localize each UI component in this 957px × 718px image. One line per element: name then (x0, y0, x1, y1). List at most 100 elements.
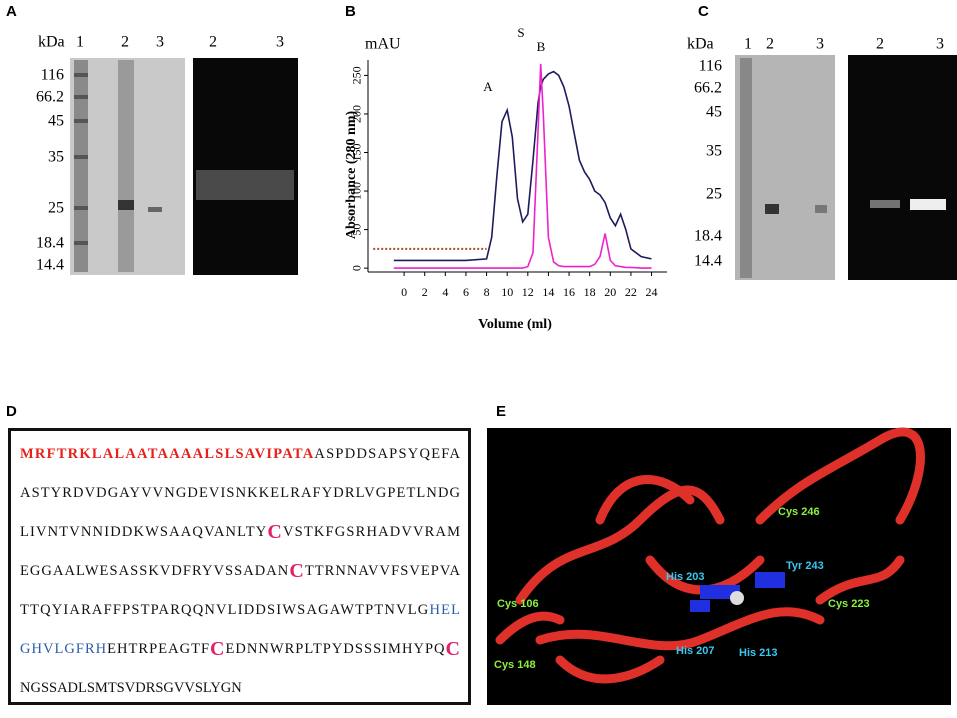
lane-label: 2 (766, 36, 774, 53)
x-tick-label: 0 (401, 285, 407, 299)
sequence-segment: ASPDDSAPSYQEFA (314, 446, 460, 462)
lane-label: 3 (936, 36, 944, 53)
sequence-segment: ASTYRDVDGAYVVNGDEVISNKKELRAFYDRLVGPETLND… (20, 485, 461, 501)
marker-label: 14.4 (36, 257, 64, 274)
marker-label: 18.4 (694, 228, 722, 245)
sequence-line: NGSSADLSMTSVDRSGVVSLYGN (20, 680, 242, 696)
gel-band (910, 199, 946, 210)
peak-label: A (483, 79, 493, 94)
residue-label: Cys 148 (494, 659, 536, 671)
marker-label: 18.4 (36, 235, 64, 252)
panel-letter: B (345, 3, 356, 20)
y-tick-label: 0 (350, 265, 364, 271)
x-tick-label: 2 (422, 285, 428, 299)
sequence-line: MRFTRKLALAATAAAALSLSAVIPATAASPDDSAPSYQEF… (20, 446, 461, 462)
y-tick-label: 150 (350, 144, 364, 162)
y-tick-label: 250 (350, 66, 364, 84)
marker-label: 66.2 (694, 80, 722, 97)
sequence-segment: C (210, 638, 224, 660)
sequence-segment: EDNNWRPLTPYDSSSIMHYPQ (226, 641, 446, 657)
sequence-segment: EGGAALWESASSKVDFRYVSSADAN (20, 563, 289, 579)
x-tick-label: 20 (604, 285, 616, 299)
x-tick-label: 24 (646, 285, 658, 299)
unit-label: kDa (687, 36, 714, 53)
sequence-segment: GHVLGFRH (20, 641, 107, 657)
sequence-segment: LIVNTVNNIDDKWSAAQVANLTY (20, 524, 267, 540)
gel (193, 58, 298, 275)
residue-label: Cys 106 (497, 598, 539, 610)
unit-label: kDa (38, 34, 65, 51)
x-tick-label: 12 (522, 285, 534, 299)
protein-ribbon (495, 427, 925, 684)
residue-label: Cys 246 (778, 506, 820, 518)
sequence-line: LIVNTVNNIDDKWSAAQVANLTYCVSTKFGSRHADVVRAM (20, 521, 460, 543)
y-tick-label: 100 (350, 182, 364, 200)
y-tick-label: 200 (350, 105, 364, 123)
residue-label: His 207 (676, 645, 715, 657)
residue-label: Tyr 243 (786, 560, 824, 572)
sequence-segment: MRFTRKLALAATAAAALSLSAVIPATA (20, 446, 314, 462)
marker-label: 35 (48, 149, 64, 166)
residue-label: Cys 223 (828, 598, 870, 610)
x-tick-label: 18 (584, 285, 596, 299)
sequence-segment: EHTRPEAGTF (107, 641, 209, 657)
unit-label: mAU (365, 36, 401, 53)
sequence-segment: HEL (429, 602, 460, 618)
sequence-segment: TTRNNAVVFSVEPVA (305, 563, 461, 579)
lane-label: 1 (744, 36, 752, 53)
y-tick-label: 50 (350, 224, 364, 236)
peak-label: S (517, 25, 524, 40)
x-tick-label: 14 (542, 285, 554, 299)
marker-label: 45 (48, 113, 64, 130)
sequence-segment: C (289, 560, 303, 582)
gel-bands (74, 60, 162, 272)
sequence-segment: VSTKFGSRHADVVRAM (283, 524, 460, 540)
x-tick-label: 16 (563, 285, 575, 299)
gel-band (870, 200, 900, 208)
marker-label: 66.2 (36, 89, 64, 106)
lane-label: 2 (876, 36, 884, 53)
x-tick-label: 8 (484, 285, 490, 299)
sequence-segment: C (267, 521, 281, 543)
panel-letter: E (496, 403, 506, 420)
marker-label: 25 (706, 186, 722, 203)
peak-label: B (537, 39, 546, 54)
x-axis-title: Volume (ml) (478, 317, 552, 332)
sequence-box (8, 428, 471, 705)
sequence-line: EGGAALWESASSKVDFRYVSSADANCTTRNNAVVFSVEPV… (20, 560, 461, 582)
marker-label: 116 (41, 67, 64, 84)
marker-label: 25 (48, 200, 64, 217)
marker-label: 35 (706, 143, 722, 160)
gel-band (196, 170, 294, 200)
residue-label: His 203 (666, 571, 705, 583)
marker-label: 116 (699, 58, 722, 75)
series-line (393, 70, 652, 262)
sequence-line: TTQYIARAFFPSTPARQQNVLIDDSIWSAGAWTPTNVLGH… (20, 602, 460, 618)
metal-ion (730, 591, 744, 605)
sequence-line: ASTYRDVDGAYVVNGDEVISNKKELRAFYDRLVGPETLND… (20, 485, 461, 501)
gel-bands (740, 58, 827, 278)
lane-label: 3 (156, 34, 164, 51)
x-tick-label: 4 (442, 285, 448, 299)
series-line (393, 63, 652, 269)
active-site (690, 572, 785, 612)
sequence-segment: C (446, 638, 460, 660)
sequence-segment: NGSSADLSMTSVDRSGVVSLYGN (20, 680, 242, 696)
x-tick-label: 6 (463, 285, 469, 299)
lane-label: 2 (121, 34, 129, 51)
gel (848, 55, 957, 280)
lane-label: 1 (76, 34, 84, 51)
x-tick-label: 10 (501, 285, 513, 299)
lane-label: 3 (816, 36, 824, 53)
lane-label: 3 (276, 34, 284, 51)
panel-letter: D (6, 403, 17, 420)
residue-label: His 213 (739, 647, 778, 659)
panel-letter: A (6, 3, 17, 20)
lane-label: 2 (209, 34, 217, 51)
marker-label: 14.4 (694, 253, 722, 270)
marker-label: 45 (706, 104, 722, 121)
y-axis-title: Absorbance (280 nm) (344, 111, 359, 240)
panel-letter: C (698, 3, 709, 20)
